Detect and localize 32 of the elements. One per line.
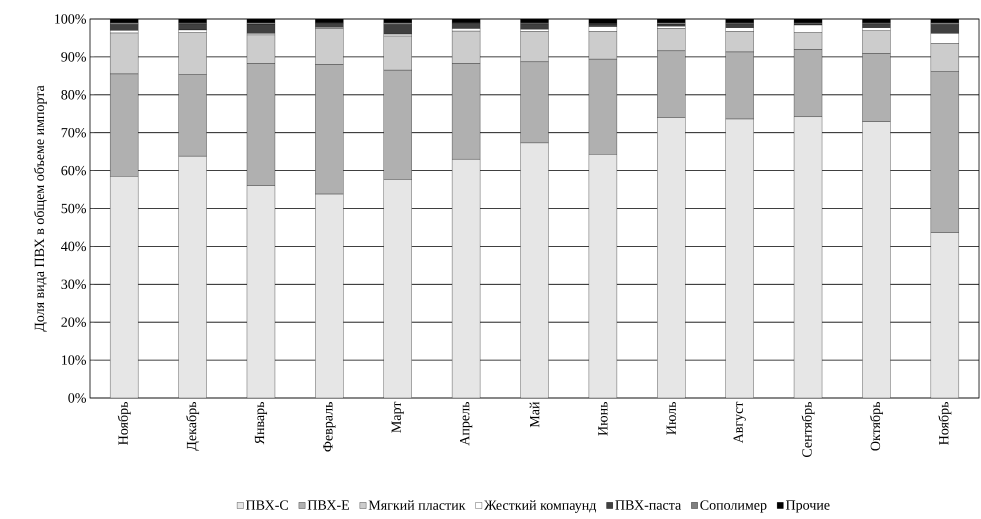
x-tick-label: Апрель [460, 402, 472, 446]
y-tick-label: 80% [61, 90, 86, 100]
legend-label: ПВХ-С [246, 500, 288, 510]
x-tick-label: Октябрь [870, 402, 883, 451]
y-tick-label: 90% [61, 52, 86, 62]
legend-label: Мягкий пластик [368, 500, 466, 510]
y-tick-label: 10% [62, 355, 86, 365]
y-tick-label: 20% [61, 317, 86, 327]
x-tick-label: Ноябрь [938, 402, 952, 445]
y-tick-label: 100% [55, 14, 86, 24]
x-tick-label: Июнь [598, 402, 608, 436]
y-axis-title: Доля вида ПВХ в общем объеме импорта [34, 85, 47, 332]
legend-label: Жесткий компаунд [484, 500, 596, 513]
x-tick-label: Ноябрь [118, 402, 131, 445]
y-tick-label: 70% [62, 128, 86, 138]
legend-label: Прочие [786, 500, 830, 513]
x-tick-label: Июль [666, 402, 676, 435]
y-tick-label: 0% [68, 393, 86, 403]
y-tick-label: 40% [61, 242, 86, 252]
legend-label: ПВХ-Е [308, 500, 350, 510]
x-tick-label: Май [530, 402, 540, 428]
y-tick-label: 50% [62, 204, 86, 214]
y-tick-label: 30% [61, 280, 86, 290]
legend-label: ПВХ-паста [615, 500, 682, 510]
x-tick-label: Февраль [323, 402, 336, 452]
x-tick-label: Август [734, 402, 746, 444]
x-tick-label: Декабрь [186, 402, 200, 451]
legend-label: Сополимер [700, 500, 766, 513]
y-tick-label: 60% [61, 166, 86, 176]
x-tick-label: Сентябрь [802, 402, 815, 458]
x-tick-label: Январь [254, 402, 268, 444]
x-tick-label: Март [392, 402, 404, 433]
